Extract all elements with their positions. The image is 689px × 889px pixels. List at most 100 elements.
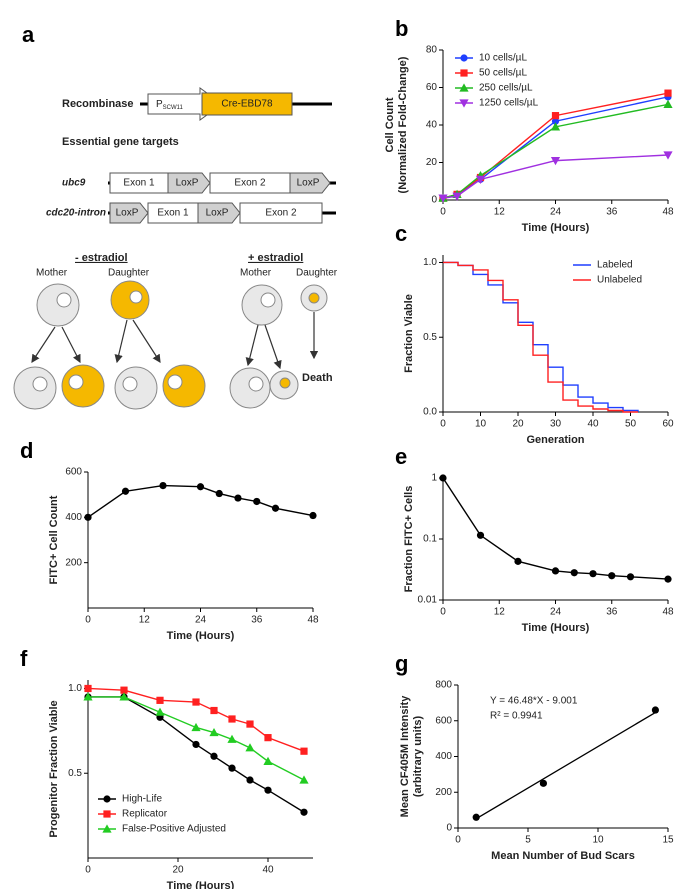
chart-b: b 0 20 40 60 80 0 12 24 36 48 Time (Hours) Cell Coun… bbox=[384, 16, 674, 234]
cell-label: Daughter bbox=[296, 268, 338, 279]
marker bbox=[103, 795, 111, 803]
chart-e: e 0.01 0.1 1 0 12 24 36 48 Time (Hours) Fraction F… bbox=[395, 444, 674, 634]
y-tick-label: 80 bbox=[426, 45, 438, 56]
x-tick-label: 40 bbox=[262, 865, 274, 876]
y-tick-label: 1.0 bbox=[68, 683, 82, 694]
marker bbox=[438, 194, 448, 203]
marker bbox=[245, 743, 255, 752]
x-axis-label: Time (Hours) bbox=[522, 622, 590, 634]
legend-label: 50 cells/µL bbox=[479, 68, 527, 79]
marker bbox=[476, 531, 485, 539]
marker bbox=[84, 684, 92, 693]
legend-label: High-Life bbox=[122, 794, 162, 805]
exon bbox=[239, 202, 323, 224]
legend: High-Life Replicator False-Positive Adjust… bbox=[98, 794, 226, 835]
part: LoxP bbox=[176, 178, 199, 189]
marker bbox=[460, 69, 468, 77]
y-tick-label: 600 bbox=[65, 467, 82, 478]
marker bbox=[551, 567, 560, 575]
loxp bbox=[289, 172, 331, 194]
condition: + estradiol bbox=[248, 252, 303, 264]
gene-name: ubc9 bbox=[62, 178, 86, 189]
cell-label: Mother bbox=[240, 268, 272, 279]
series-line bbox=[87, 484, 314, 518]
label: Recombinase bbox=[62, 98, 134, 110]
x-tick-label: 30 bbox=[550, 419, 562, 430]
marker bbox=[472, 813, 480, 821]
x-tick-label: 10 bbox=[475, 419, 487, 430]
y-tick-label: 60 bbox=[426, 82, 438, 93]
marker bbox=[228, 715, 236, 723]
marker bbox=[299, 775, 309, 784]
marker bbox=[452, 192, 462, 201]
marker bbox=[570, 569, 578, 577]
marker bbox=[120, 686, 128, 694]
chart-g: g 0 200 400 600 800 0 5 10 15 Mean Number of Bud S… bbox=[395, 651, 674, 862]
part: LoxP bbox=[116, 208, 139, 219]
marker bbox=[215, 489, 223, 498]
part: Exon 2 bbox=[265, 208, 297, 219]
series-line bbox=[88, 696, 305, 813]
y-axis-label: Mean CF405M Intensity bbox=[399, 695, 411, 818]
x-tick-label: 0 bbox=[455, 835, 461, 846]
marker bbox=[626, 573, 635, 581]
legend-label: 250 cells/µL bbox=[479, 83, 533, 94]
marker bbox=[83, 692, 93, 701]
y-tick-label: 1.0 bbox=[423, 257, 437, 268]
cre: Cre-EBD78 bbox=[221, 99, 273, 110]
legend-label: 1250 cells/µL bbox=[479, 98, 539, 109]
marker bbox=[663, 99, 673, 108]
x-tick-label: 24 bbox=[195, 615, 207, 626]
y-tick-label: 0 bbox=[431, 195, 437, 206]
y-axis-label: Progenitor Fraction Viable bbox=[48, 700, 60, 837]
panel-a: a Recombinase PSCW11 Cre-EBD78 Essential… bbox=[13, 22, 338, 410]
marker bbox=[192, 698, 200, 706]
annotation: Y = 46.48*X - 9.001 bbox=[490, 696, 578, 707]
marker bbox=[210, 752, 218, 760]
panel-label: d bbox=[20, 438, 33, 463]
x-tick-label: 0 bbox=[440, 207, 446, 218]
marker bbox=[159, 482, 167, 490]
promoter: PSCW11 bbox=[156, 99, 184, 111]
panel-label: f bbox=[20, 646, 28, 671]
loxp bbox=[167, 172, 211, 194]
chart-f: f 0.5 1.0 0 20 40 Time (Hours) Progenitor Fract… bbox=[20, 646, 313, 889]
part: Exon 1 bbox=[123, 178, 155, 189]
marker bbox=[234, 494, 242, 502]
cells bbox=[13, 280, 328, 410]
marker bbox=[300, 808, 308, 816]
marker bbox=[589, 570, 597, 578]
marker bbox=[192, 740, 200, 749]
marker bbox=[663, 151, 673, 160]
y-tick-label: 0.1 bbox=[423, 534, 437, 545]
marker bbox=[551, 117, 560, 125]
x-tick-label: 20 bbox=[172, 865, 184, 876]
x-axis-label: Time (Hours) bbox=[167, 880, 235, 889]
y-tick-label: 0.0 bbox=[423, 407, 437, 418]
y-tick-label: 400 bbox=[435, 751, 452, 762]
x-tick-label: 36 bbox=[606, 607, 618, 618]
marker bbox=[191, 722, 201, 732]
marker bbox=[460, 54, 468, 62]
panel-label: e bbox=[395, 444, 407, 469]
legend-label: 10 cells/µL bbox=[479, 53, 527, 64]
marker bbox=[459, 83, 469, 92]
x-tick-label: 12 bbox=[139, 615, 151, 626]
x-tick-label: 0 bbox=[85, 615, 91, 626]
y-tick-label: 0.5 bbox=[68, 768, 82, 779]
death: Death bbox=[302, 372, 333, 384]
loxp bbox=[197, 202, 241, 224]
marker bbox=[264, 786, 272, 794]
marker bbox=[550, 122, 561, 131]
marker bbox=[119, 692, 129, 701]
legend-label: Labeled bbox=[597, 260, 633, 271]
series-line bbox=[442, 477, 669, 580]
legend: 10 cells/µL 50 cells/µL 250 cells/µL 1250 c… bbox=[455, 53, 539, 109]
x-axis-label: Generation bbox=[526, 434, 584, 446]
y-axis-label: Fraction Viable bbox=[403, 294, 415, 373]
part: LoxP bbox=[297, 178, 320, 189]
cell-label: Daughter bbox=[108, 268, 150, 279]
part: Exon 2 bbox=[234, 178, 266, 189]
y-axis-label: Fraction FITC+ Cells bbox=[403, 486, 415, 593]
panel-label: a bbox=[22, 22, 35, 47]
